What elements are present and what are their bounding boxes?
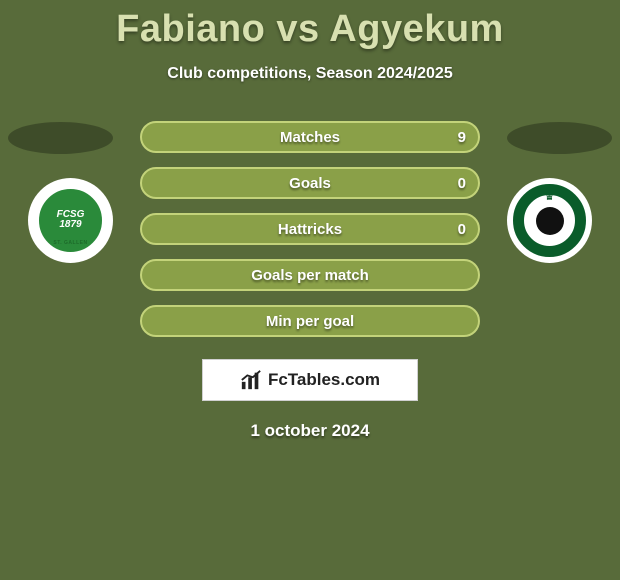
club-badge-left: FCSG 1879 ST. GALLEN: [28, 178, 113, 263]
stat-row-hattricks: Hattricks 0: [140, 213, 480, 245]
stats-list: Matches 9 Goals 0 Hattricks 0 Goals per …: [140, 121, 480, 337]
fcsg-outer-ring: FCSG 1879 ST. GALLEN: [28, 178, 113, 263]
fcsg-abbr: FCSG: [57, 209, 85, 220]
player-left-silhouette-shadow: [8, 122, 113, 154]
crown-icon: ♛: [544, 189, 555, 203]
page-title: Fabiano vs Agyekum: [0, 0, 620, 51]
cercle-outer: ♛: [507, 178, 592, 263]
stat-label: Goals per match: [251, 267, 369, 284]
footer-brand-box[interactable]: FcTables.com: [202, 359, 418, 401]
fcsg-year: 1879: [59, 219, 81, 230]
stat-label: Matches: [280, 129, 340, 146]
fcsg-inner-disc: FCSG 1879 ST. GALLEN: [39, 189, 102, 252]
bar-chart-icon: [240, 369, 262, 391]
fcsg-arc-text: ST. GALLEN: [42, 240, 99, 246]
stat-label: Hattricks: [278, 221, 342, 238]
stat-row-matches: Matches 9: [140, 121, 480, 153]
stat-right-value: 0: [458, 175, 466, 192]
snapshot-date: 1 october 2024: [0, 421, 620, 441]
stat-right-value: 0: [458, 221, 466, 238]
stat-label: Goals: [289, 175, 331, 192]
stat-label: Min per goal: [266, 313, 354, 330]
stat-row-goals-per-match: Goals per match: [140, 259, 480, 291]
player-right-silhouette-shadow: [507, 122, 612, 154]
fcsg-wordmark: FCSG 1879: [57, 210, 85, 231]
stat-row-min-per-goal: Min per goal: [140, 305, 480, 337]
cercle-center-dot: [536, 207, 564, 235]
stat-right-value: 9: [458, 129, 466, 146]
season-subtitle: Club competitions, Season 2024/2025: [0, 65, 620, 83]
club-badge-right: ♛: [507, 178, 592, 263]
footer-brand-text: FcTables.com: [268, 370, 380, 390]
cercle-ring: ♛: [513, 184, 586, 257]
stat-row-goals: Goals 0: [140, 167, 480, 199]
